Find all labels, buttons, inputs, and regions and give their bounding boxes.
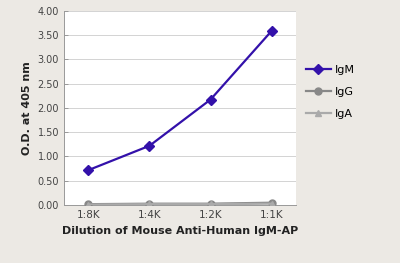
- IgA: [147, 203, 152, 206]
- X-axis label: Dilution of Mouse Anti-Human IgM-AP: Dilution of Mouse Anti-Human IgM-AP: [62, 226, 298, 236]
- IgG: [208, 202, 213, 205]
- IgA: [208, 203, 213, 206]
- IgM: [86, 169, 91, 172]
- Line: IgG: IgG: [85, 199, 275, 208]
- Line: IgA: IgA: [85, 200, 275, 208]
- IgM: [147, 144, 152, 147]
- Line: IgM: IgM: [85, 27, 275, 174]
- Y-axis label: O.D. at 405 nm: O.D. at 405 nm: [22, 61, 32, 155]
- IgM: [208, 98, 213, 101]
- IgA: [269, 202, 274, 205]
- Legend: IgM, IgG, IgA: IgM, IgG, IgA: [306, 65, 355, 119]
- IgG: [147, 202, 152, 205]
- IgG: [86, 203, 91, 206]
- IgG: [269, 201, 274, 204]
- IgA: [86, 203, 91, 206]
- IgM: [269, 29, 274, 33]
